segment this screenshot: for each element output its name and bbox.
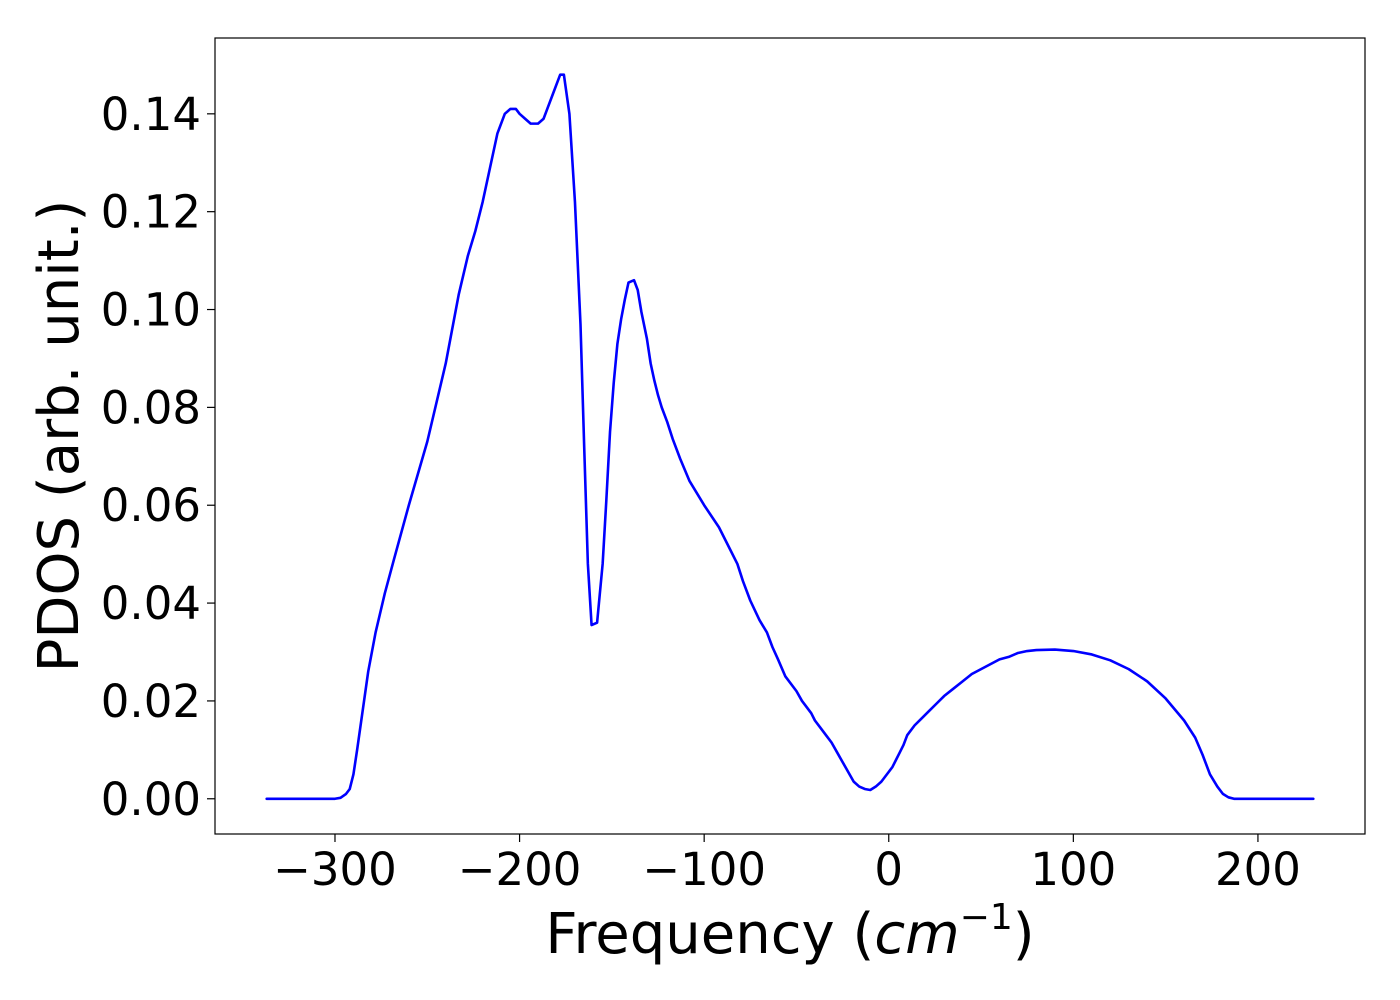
x-axis-title-exponent: −1	[960, 897, 1013, 938]
y-tick-label: 0.12	[101, 186, 201, 239]
x-axis-ticks: −300 −200 −100 0 100 200	[273, 834, 1301, 896]
x-axis-title: Frequency (cm−1)	[545, 897, 1034, 967]
plot-frame	[214, 37, 1366, 835]
y-tick-label: 0.08	[101, 381, 201, 434]
y-tick-label: 0.00	[101, 773, 201, 826]
x-axis-title-prefix: Frequency (	[545, 902, 874, 967]
x-axis-title-unit: cm	[874, 902, 959, 967]
x-tick-label: −200	[458, 843, 582, 896]
x-tick-label: −300	[273, 843, 397, 896]
x-tick-label: 200	[1215, 843, 1301, 896]
x-tick-label: 100	[1030, 843, 1116, 896]
series-line-0	[265, 73, 1315, 801]
y-tick-label: 0.10	[101, 284, 201, 337]
x-tick-label: 0	[874, 843, 903, 896]
x-tick-label: −100	[642, 843, 766, 896]
y-tick-label: 0.14	[101, 88, 201, 141]
y-axis-title: PDOS (arb. unit.)	[27, 200, 92, 673]
y-tick-label: 0.04	[101, 577, 201, 630]
y-tick-label: 0.02	[101, 675, 201, 728]
y-tick-label: 0.06	[101, 479, 201, 532]
series-layer	[265, 73, 1315, 801]
y-axis-ticks: 0.00 0.02 0.04 0.06 0.08 0.10 0.12 0.14	[101, 88, 215, 826]
x-axis-title-suffix: )	[1013, 902, 1035, 967]
